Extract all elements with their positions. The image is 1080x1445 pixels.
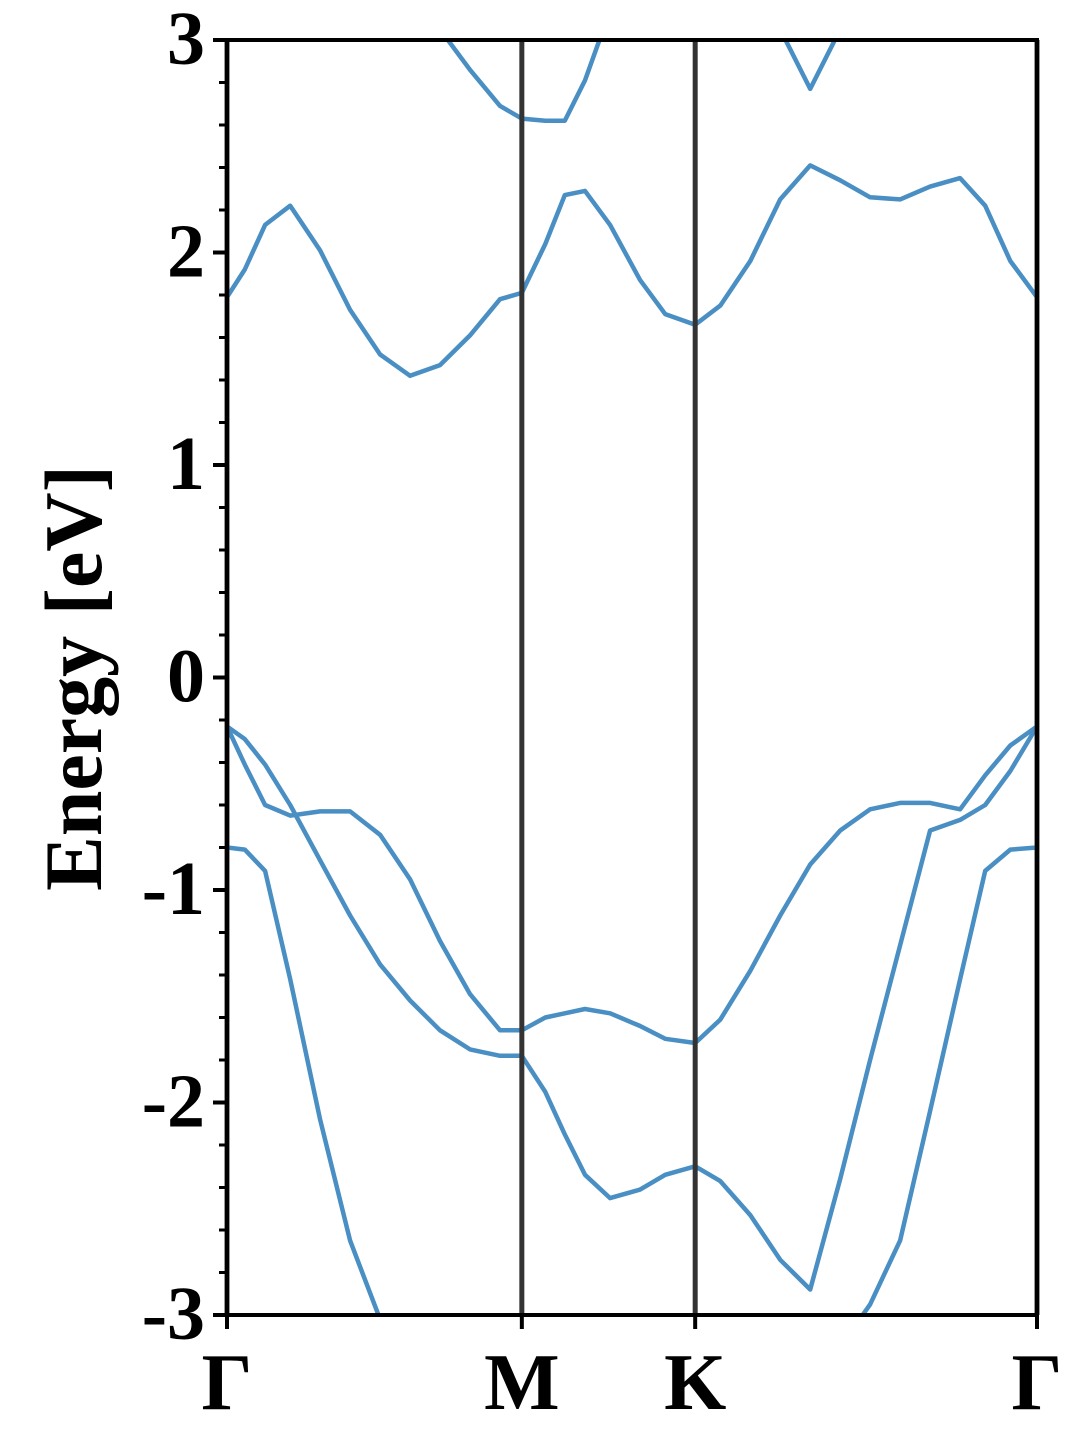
y-tick-label: -3 bbox=[142, 1272, 205, 1356]
y-tick-label: 1 bbox=[167, 422, 205, 506]
band-line bbox=[227, 163, 1037, 379]
y-tick-label: 3 bbox=[167, 0, 205, 81]
y-tick-label: 2 bbox=[167, 210, 205, 294]
x-tick-label: M bbox=[484, 1339, 560, 1427]
x-tick-label: K bbox=[664, 1339, 726, 1427]
plot-frame bbox=[225, 38, 1039, 1317]
band-line bbox=[445, 40, 838, 124]
band-line bbox=[227, 724, 1037, 1292]
y-axis-label: Energy [eV] bbox=[28, 465, 119, 891]
y-tick-label: -1 bbox=[142, 847, 205, 931]
band-line bbox=[227, 845, 1037, 1315]
x-tick-label: Γ bbox=[1012, 1339, 1063, 1427]
band-line bbox=[227, 724, 1037, 1046]
plot-area bbox=[227, 40, 1037, 1315]
y-tick-label: 0 bbox=[167, 635, 205, 719]
x-tick-label: Γ bbox=[202, 1339, 253, 1427]
y-tick-label: -2 bbox=[142, 1060, 205, 1144]
